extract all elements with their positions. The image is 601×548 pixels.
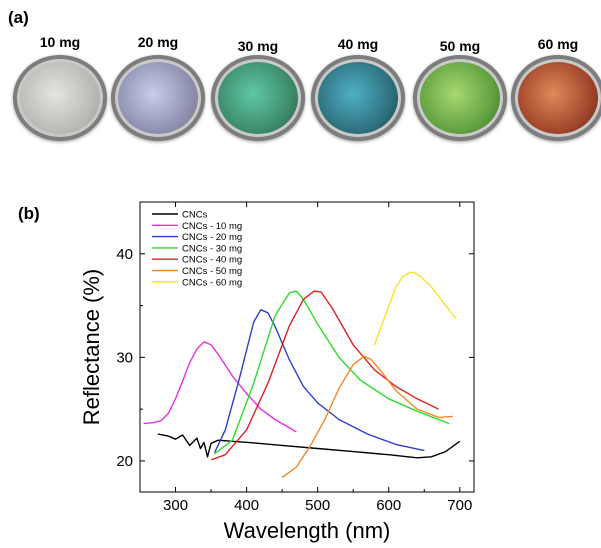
legend-label-2: CNCs - 10 mg bbox=[182, 221, 242, 232]
dish-label-5: 50 mg bbox=[439, 38, 481, 54]
plot-frame bbox=[139, 201, 475, 493]
sample-dish-4 bbox=[311, 55, 405, 141]
y-tick-label-2: 30 bbox=[116, 349, 133, 366]
sample-dish-5 bbox=[413, 55, 507, 141]
series-line-7 bbox=[373, 271, 457, 346]
dish-label-3: 30 mg bbox=[237, 38, 279, 54]
series-line-4 bbox=[214, 290, 450, 455]
legend-label-6: CNCs - 50 mg bbox=[182, 266, 242, 277]
legend-label-7: CNCs - 60 mg bbox=[182, 277, 242, 288]
panel-b-label: (b) bbox=[18, 204, 40, 223]
sample-dish-2 bbox=[111, 55, 205, 141]
dish-label-6: 60 mg bbox=[537, 36, 579, 52]
legend-label-3: CNCs - 20 mg bbox=[182, 232, 242, 243]
dish-label-4: 40 mg bbox=[337, 36, 379, 52]
series-line-5 bbox=[210, 290, 439, 461]
x-tick-label-1: 300 bbox=[163, 497, 188, 514]
legend-label-1: CNCs bbox=[182, 210, 208, 221]
legend-label-5: CNCs - 40 mg bbox=[182, 255, 242, 266]
series-line-2 bbox=[143, 341, 297, 433]
series-line-1 bbox=[157, 433, 461, 459]
x-tick-label-3: 500 bbox=[305, 497, 330, 514]
sample-dish-3 bbox=[211, 55, 305, 141]
x-axis-label: Wavelength (nm) bbox=[224, 518, 391, 543]
sample-dish-1 bbox=[13, 55, 107, 141]
series-line-6 bbox=[281, 355, 453, 479]
series-line-3 bbox=[213, 309, 425, 453]
y-tick-label-1: 20 bbox=[116, 453, 133, 470]
dish-label-2: 20 mg bbox=[137, 34, 179, 50]
y-axis-label: Reflectance (%) bbox=[79, 269, 104, 426]
x-tick-label-2: 400 bbox=[234, 497, 259, 514]
sample-dish-6 bbox=[511, 55, 601, 141]
x-tick-label-4: 600 bbox=[376, 497, 401, 514]
dish-label-1: 10 mg bbox=[39, 34, 81, 50]
legend-label-4: CNCs - 30 mg bbox=[182, 243, 242, 254]
y-tick-label-3: 40 bbox=[116, 246, 133, 263]
x-tick-label-5: 700 bbox=[447, 497, 472, 514]
panel-a-label: (a) bbox=[8, 8, 29, 27]
